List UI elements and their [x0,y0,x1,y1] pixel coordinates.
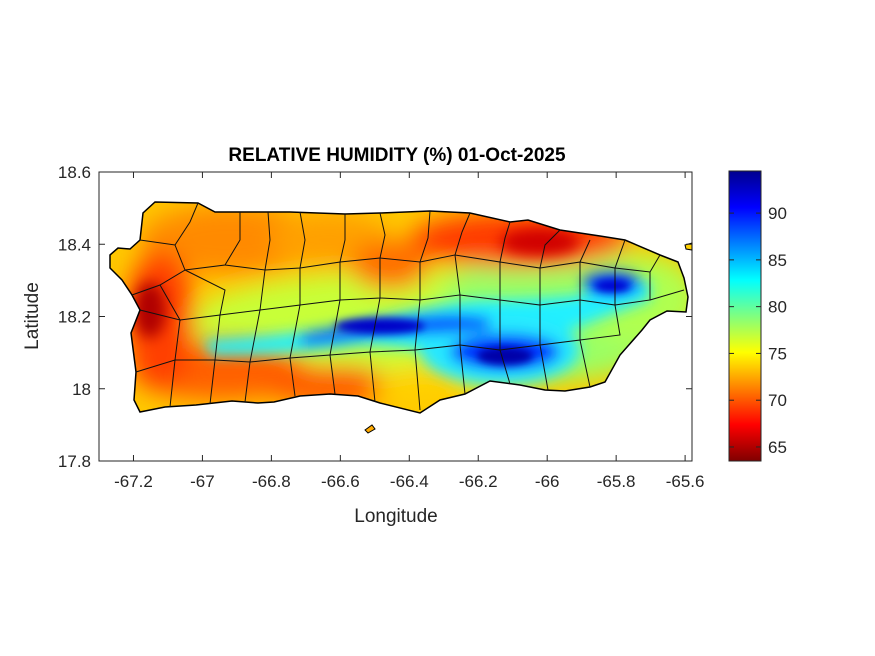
y-tick-label: 17.8 [58,452,91,471]
dry-zone [375,365,465,405]
y-axis: 17.8 18 18.2 18.4 18.6 [58,163,692,471]
x-tick-label: -66.4 [390,472,429,491]
x-axis: -67.2 -67 -66.8 -66.6 -66.4 -66.2 -66 -65.8 -65.… [114,172,704,491]
chart-title: RELATIVE HUMIDITY (%) 01-Oct-2025 [228,145,566,166]
colorbar [728,170,762,462]
dry-zone [140,205,320,275]
very-dry-core [500,228,580,256]
x-tick-label: -66 [535,472,560,491]
colorbar-tick-label: 85 [768,251,787,270]
x-tick-label: -65.6 [666,472,705,491]
humid-core [477,347,533,365]
x-tick-label: -66.6 [321,472,360,491]
municipality-boundaries [131,202,685,411]
y-tick-label: 18.6 [58,163,91,182]
x-tick-label: -66.2 [459,472,498,491]
dry-zone [350,240,430,290]
y-tick-label: 18.2 [58,308,91,327]
colorbar-tick-label: 75 [768,344,787,363]
x-tick-label: -66.8 [252,472,291,491]
x-tick-label: -67 [190,472,215,491]
colorbar-tick-label: 70 [768,391,787,410]
island-outline-small [364,424,376,434]
humid-core [594,280,630,292]
x-tick-label: -67.2 [114,472,153,491]
colorbar-tick-label: 90 [768,204,787,223]
y-axis-label: Latitude [22,282,43,350]
very-dry-core [134,282,166,338]
island-outline [109,201,689,414]
y-tick-label: 18 [72,380,91,399]
x-tick-label: -65.8 [597,472,636,491]
colorbar-ticks: 65 70 75 80 85 90 [729,204,787,457]
colorbar-tick-label: 80 [768,298,787,317]
colorbar-tick-label: 65 [768,438,787,457]
x-axis-label: Longitude [354,506,437,527]
humid-core [335,318,425,334]
y-tick-label: 18.4 [58,235,91,254]
